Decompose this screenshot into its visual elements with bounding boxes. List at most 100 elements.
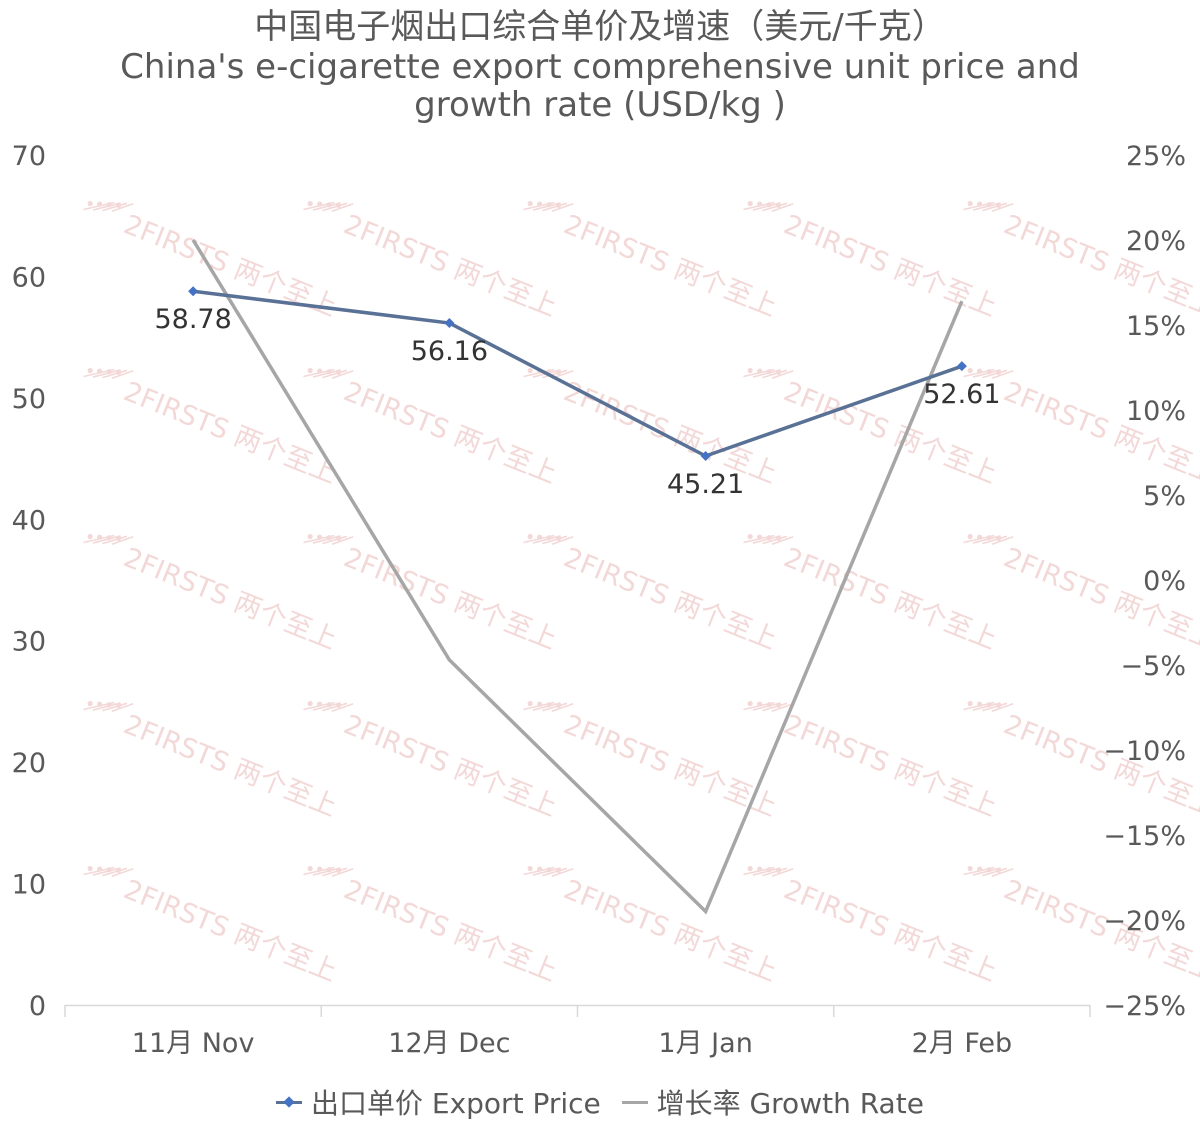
watermark-dot bbox=[766, 702, 772, 708]
watermark-stroke bbox=[972, 867, 1001, 876]
watermark-1-3: 2FIRSTS 两个至上 bbox=[743, 367, 1001, 490]
watermark-dot bbox=[317, 701, 323, 707]
watermark-stroke bbox=[322, 535, 348, 545]
watermark-text: 2FIRSTS 两个至上 bbox=[339, 874, 561, 988]
watermark-stroke bbox=[322, 369, 348, 379]
watermark-stroke bbox=[542, 202, 568, 212]
watermark-text: 2FIRSTS 两个至上 bbox=[559, 709, 781, 823]
watermark-stroke bbox=[331, 702, 354, 713]
watermark-dot bbox=[977, 701, 983, 707]
watermark-dot bbox=[766, 369, 772, 375]
watermark-dot bbox=[977, 534, 983, 540]
watermark-stroke bbox=[762, 202, 788, 212]
watermark-stroke bbox=[762, 702, 788, 712]
watermark-dot bbox=[766, 535, 772, 541]
watermark-dot bbox=[747, 533, 753, 540]
watermark-stroke bbox=[542, 702, 568, 712]
watermark-dot bbox=[527, 367, 533, 374]
watermark-stroke bbox=[972, 535, 1001, 544]
watermark-3-1: 2FIRSTS 两个至上 bbox=[303, 700, 561, 823]
watermark-stroke bbox=[331, 867, 354, 878]
watermark-text: 2FIRSTS 两个至上 bbox=[999, 542, 1200, 656]
watermark-dot bbox=[537, 534, 543, 540]
watermark-dot bbox=[967, 533, 973, 540]
watermark-dot bbox=[326, 535, 332, 541]
watermark-dot bbox=[747, 200, 753, 207]
watermark-dot bbox=[555, 535, 562, 541]
watermark-dot bbox=[106, 202, 112, 208]
watermark-4-0: 2FIRSTS 两个至上 bbox=[83, 865, 341, 988]
watermark-dot bbox=[747, 700, 753, 707]
watermark-stroke bbox=[972, 702, 1001, 711]
watermark-dot bbox=[87, 865, 93, 872]
data-label-export-price: 56.16 bbox=[411, 336, 488, 367]
watermark-dot bbox=[986, 369, 992, 375]
watermark-stroke bbox=[532, 202, 561, 211]
watermark-stroke bbox=[752, 202, 781, 211]
y-right-tick-label: 20% bbox=[1126, 226, 1186, 257]
watermark-text: 2FIRSTS 两个至上 bbox=[559, 874, 781, 988]
watermark-dot bbox=[106, 702, 112, 708]
watermark-2-2: 2FIRSTS 两个至上 bbox=[523, 533, 781, 656]
watermark-dot bbox=[537, 701, 543, 707]
watermark-stroke bbox=[551, 702, 574, 713]
watermark-2-0: 2FIRSTS 两个至上 bbox=[83, 533, 341, 656]
y-left-tick-label: 20 bbox=[12, 748, 46, 779]
watermark-dot bbox=[326, 369, 332, 375]
watermark-dot bbox=[527, 700, 533, 707]
watermark-stroke bbox=[111, 535, 134, 546]
watermark-dot bbox=[757, 534, 763, 540]
y-left-tick-label: 10 bbox=[12, 870, 46, 901]
watermark-dot bbox=[747, 865, 753, 872]
data-point-export-price[interactable] bbox=[700, 451, 711, 462]
watermark-1-1: 2FIRSTS 两个至上 bbox=[303, 367, 561, 490]
watermark-dot bbox=[986, 702, 992, 708]
watermark-text: 2FIRSTS 两个至上 bbox=[339, 542, 561, 656]
watermark-stroke bbox=[991, 867, 1014, 878]
watermark-stroke bbox=[551, 202, 574, 213]
watermark-dot bbox=[97, 534, 103, 540]
data-point-export-price[interactable] bbox=[956, 361, 967, 372]
watermark-stroke bbox=[762, 535, 788, 545]
watermark-stroke bbox=[331, 202, 354, 213]
watermark-stroke bbox=[312, 369, 341, 378]
watermark-dot bbox=[995, 535, 1002, 541]
watermark-dot bbox=[115, 535, 122, 541]
watermark-dot bbox=[115, 369, 122, 375]
watermark-text: 2FIRSTS 两个至上 bbox=[999, 376, 1200, 490]
chart-title: 中国电子烟出口综合单价及增速（美元/千克） bbox=[254, 7, 946, 47]
watermark-stroke bbox=[111, 702, 134, 713]
watermark-stroke bbox=[92, 369, 121, 378]
watermark-dot bbox=[335, 702, 342, 708]
legend: 出口单价 Export Price 增长率 Growth Rate bbox=[0, 1082, 1200, 1122]
axes: 11月 Nov 12月 Dec 1月 Jan 2月 Feb 0 10 20 30 40 50 60 7… bbox=[12, 141, 1186, 1059]
y-right-tick-label: −5% bbox=[1121, 651, 1186, 682]
watermark-stroke bbox=[532, 702, 561, 711]
watermark-stroke bbox=[771, 369, 794, 380]
legend-item-export-price[interactable]: 出口单价 Export Price bbox=[276, 1082, 601, 1122]
watermark-stroke bbox=[982, 202, 1008, 212]
data-point-export-price[interactable] bbox=[188, 286, 199, 297]
watermark-dot bbox=[537, 201, 543, 207]
legend-item-growth-rate[interactable]: 增长率 Growth Rate bbox=[621, 1082, 924, 1122]
watermark-dot bbox=[335, 535, 342, 541]
data-label-export-price: 45.21 bbox=[667, 469, 744, 500]
watermark-dot bbox=[307, 700, 313, 707]
data-point-export-price[interactable] bbox=[444, 318, 455, 329]
watermark-dot bbox=[555, 369, 562, 375]
watermark-dot bbox=[986, 867, 992, 873]
watermark-dot bbox=[995, 867, 1002, 873]
watermark-dot bbox=[757, 201, 763, 207]
watermark-stroke bbox=[92, 535, 121, 544]
watermark-dot bbox=[307, 200, 313, 207]
watermark-stroke bbox=[322, 702, 348, 712]
watermark-text: 2FIRSTS 两个至上 bbox=[779, 874, 1001, 988]
watermark-dot bbox=[326, 867, 332, 873]
watermark-dot bbox=[546, 702, 552, 708]
watermark-stroke bbox=[322, 867, 348, 877]
watermark-dot bbox=[97, 701, 103, 707]
watermark-stroke bbox=[312, 867, 341, 876]
data-label-export-price: 52.61 bbox=[923, 379, 1000, 410]
watermark-stroke bbox=[762, 369, 788, 379]
